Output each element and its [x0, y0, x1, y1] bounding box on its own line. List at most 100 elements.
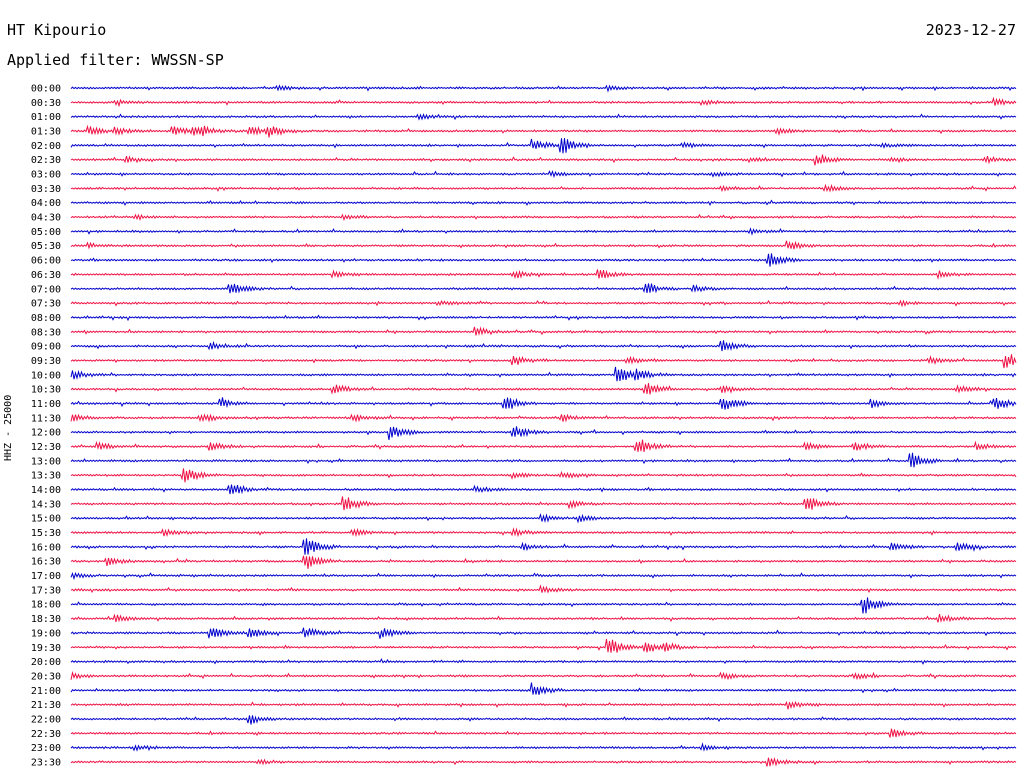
trace-1830 — [70, 613, 1017, 623]
trace-2100 — [70, 682, 1017, 695]
trace-1600 — [70, 538, 1017, 555]
row-time-label: 15:00 — [31, 514, 61, 525]
trace-0030 — [70, 96, 1017, 108]
row-time-label: 14:30 — [31, 499, 61, 510]
filter-label: Applied filter: WWSSN-SP — [7, 51, 224, 69]
trace-0230 — [70, 154, 1017, 166]
row-time-label: 18:00 — [31, 600, 61, 611]
trace-2330 — [70, 756, 1017, 767]
trace-0730 — [70, 299, 1017, 308]
row-time-label: 13:30 — [31, 471, 61, 482]
row-time-label: 19:00 — [31, 628, 61, 639]
row-time-label: 12:00 — [31, 428, 61, 439]
row-time-label: 02:30 — [31, 155, 61, 166]
trace-2030 — [70, 670, 1017, 681]
trace-0630 — [70, 269, 1017, 280]
trace-0930 — [70, 354, 1017, 369]
trace-0400 — [70, 199, 1017, 207]
row-time-label: 14:00 — [31, 485, 61, 496]
row-time-label: 03:30 — [31, 184, 61, 195]
row-time-label: 07:00 — [31, 284, 61, 295]
trace-0830 — [70, 326, 1017, 336]
trace-1000 — [70, 366, 1017, 382]
trace-2000 — [70, 658, 1017, 665]
row-time-label: 03:00 — [31, 170, 61, 181]
row-time-label: 10:00 — [31, 370, 61, 381]
row-time-label: 04:30 — [31, 213, 61, 224]
row-time-label: 11:00 — [31, 399, 61, 410]
row-time-label: 00:30 — [31, 98, 61, 109]
row-time-label: 19:30 — [31, 643, 61, 654]
trace-1400 — [70, 484, 1017, 495]
row-time-label: 18:30 — [31, 614, 61, 625]
trace-0700 — [70, 283, 1017, 294]
trace-1900 — [70, 627, 1017, 639]
row-time-label: 06:00 — [31, 256, 61, 267]
row-time-label: 15:30 — [31, 528, 61, 539]
trace-0300 — [70, 169, 1017, 179]
row-time-label: 20:30 — [31, 671, 61, 682]
trace-1500 — [70, 512, 1017, 524]
row-time-label: 11:30 — [31, 413, 61, 424]
trace-1630 — [70, 555, 1017, 569]
trace-1230 — [70, 439, 1017, 453]
trace-1800 — [70, 597, 1017, 614]
row-time-label: 10:30 — [31, 385, 61, 396]
row-time-label: 20:00 — [31, 657, 61, 668]
trace-1530 — [70, 527, 1017, 538]
row-time-label: 09:00 — [31, 342, 61, 353]
trace-0500 — [70, 227, 1017, 236]
row-time-label: 01:00 — [31, 112, 61, 123]
row-time-label: 23:30 — [31, 757, 61, 768]
row-time-label: 17:30 — [31, 585, 61, 596]
trace-1330 — [70, 468, 1017, 483]
row-time-label: 16:00 — [31, 542, 61, 553]
trace-1930 — [70, 638, 1017, 653]
trace-0100 — [70, 113, 1017, 121]
row-time-label: 23:00 — [31, 743, 61, 754]
trace-1030 — [70, 383, 1017, 395]
trace-1700 — [70, 571, 1017, 581]
trace-1730 — [70, 584, 1017, 594]
row-time-label: 12:30 — [31, 442, 61, 453]
trace-0200 — [70, 138, 1017, 154]
trace-1130 — [70, 413, 1017, 423]
row-time-label: 06:30 — [31, 270, 61, 281]
trace-1200 — [70, 426, 1017, 441]
trace-2130 — [70, 700, 1017, 710]
row-time-label: 08:30 — [31, 327, 61, 338]
row-time-label: 21:00 — [31, 686, 61, 697]
trace-1300 — [70, 452, 1017, 468]
trace-2300 — [70, 742, 1017, 752]
row-time-label: 22:30 — [31, 729, 61, 740]
row-time-label: 16:30 — [31, 557, 61, 568]
row-time-label: 08:00 — [31, 313, 61, 324]
row-time-label: 21:30 — [31, 700, 61, 711]
trace-0900 — [70, 340, 1017, 352]
trace-1100 — [70, 397, 1017, 410]
row-time-label: 02:00 — [31, 141, 61, 152]
trace-0430 — [70, 213, 1017, 222]
row-time-label: 04:00 — [31, 198, 61, 209]
trace-0000 — [70, 84, 1017, 93]
trace-0530 — [70, 240, 1017, 250]
row-time-label: 22:00 — [31, 714, 61, 725]
row-time-label: 01:30 — [31, 127, 61, 138]
row-time-label: 17:00 — [31, 571, 61, 582]
row-time-label: 07:30 — [31, 299, 61, 310]
trace-2200 — [70, 715, 1017, 725]
trace-0800 — [70, 314, 1017, 322]
row-time-label: 13:00 — [31, 456, 61, 467]
row-time-label: 09:30 — [31, 356, 61, 367]
trace-2230 — [70, 728, 1017, 738]
trace-0130 — [70, 124, 1017, 138]
trace-1430 — [70, 496, 1017, 511]
trace-0600 — [70, 253, 1017, 267]
row-time-label: 05:00 — [31, 227, 61, 238]
row-time-label: 00:00 — [31, 84, 61, 95]
station-title: HT Kipourio — [7, 21, 107, 39]
trace-0330 — [70, 183, 1017, 193]
record-date: 2023-12-27 — [925, 21, 1016, 39]
row-time-label: 05:30 — [31, 241, 61, 252]
